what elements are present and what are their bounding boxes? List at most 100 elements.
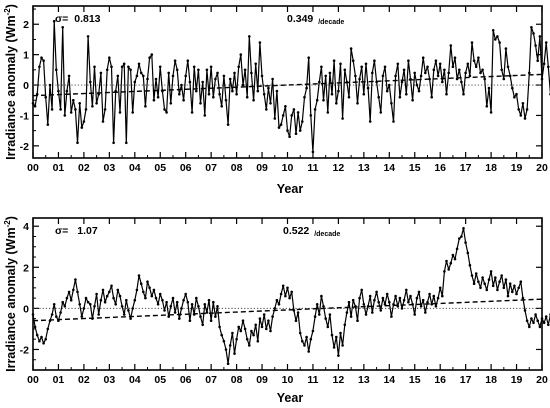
bottom-data-point [239,329,243,333]
top-data-point [332,59,336,62]
bottom-data-point [112,296,115,300]
bottom-data-point [311,329,315,333]
bottom-data-point [161,298,164,302]
top-data-point [35,92,39,96]
bottom-data-point [360,288,364,292]
top-data-point [131,111,134,114]
bottom-data-point [394,294,397,298]
top-data-point [474,65,478,69]
bottom-data-point [146,280,149,284]
top-x-tick-label: 11 [307,162,318,174]
bottom-data-point [74,278,77,281]
top-data-point [400,80,404,84]
bottom-data-point [472,282,476,286]
bottom-data-point [248,344,251,347]
bottom-data-point [368,294,372,298]
top-data-point [182,98,185,102]
bottom-data-point [377,300,381,304]
top-y-tick-label: -2 [20,141,29,153]
top-data-point [432,68,436,72]
top-data-point [294,132,298,135]
bottom-data-point [324,317,328,320]
top-x-tick-label: 05 [154,162,166,174]
top-data-point [455,77,459,81]
top-data-point [125,141,128,145]
bottom-data-point [135,288,139,292]
bottom-data-point [453,257,457,261]
top-data-point [318,80,321,84]
bottom-data-point [33,325,37,329]
bottom-x-tick-label: 18 [485,374,497,386]
top-data-point [360,65,364,69]
bottom-data-point [220,333,223,337]
bottom-data-point [235,337,238,341]
top-data-point [362,92,366,96]
top-data-point [445,92,448,96]
bottom-data-point [428,292,431,296]
bottom-data-point [449,261,453,265]
sigma-label-bottom: σ= 1.07 [55,225,98,237]
bottom-data-point [207,298,211,302]
bottom-data-point [500,274,504,277]
top-data-point [419,74,423,78]
top-data-point [195,89,198,93]
bottom-data-point [184,292,187,296]
bottom-y-tick-label: 2 [23,262,29,274]
bottom-x-tick-label: 01 [53,374,65,386]
top-data-point [129,68,132,72]
top-data-point [547,65,550,69]
top-data-point [483,77,487,81]
top-data-point [540,77,544,81]
bottom-data-point [364,313,368,316]
y-axis-title-bottom: Irradiance anomaly (Wm-2) [3,216,18,372]
top-data-point [250,71,253,75]
top-data-point [394,74,397,78]
bottom-data-point [171,296,175,300]
bottom-data-point [237,325,240,329]
bottom-data-point [78,303,81,306]
bottom-data-point [38,339,41,343]
top-data-point [245,95,249,99]
bottom-data-point [163,309,166,312]
bottom-data-point [67,290,71,294]
bottom-data-point [222,339,226,343]
top-data-point [101,120,105,123]
bottom-data-point [212,300,215,304]
bottom-x-tick-label: 06 [180,374,192,386]
top-x-tick-label: 16 [434,162,446,174]
bottom-data-point [341,344,344,347]
bottom-data-point [122,313,126,316]
bottom-data-point [458,237,461,240]
bottom-data-point [441,294,444,298]
bottom-data-point [455,247,459,251]
bottom-data-point [277,303,281,306]
top-data-point [31,102,35,105]
top-data-point [59,108,62,111]
top-data-point [248,35,251,38]
bottom-data-point [245,337,249,341]
bottom-data-point [496,288,499,292]
bottom-data-point [470,274,474,277]
bottom-data-point [199,315,202,318]
bottom-data-point [356,319,359,323]
top-data-point [165,111,168,114]
bottom-data-point [42,342,45,345]
top-data-point [309,114,313,117]
top-data-point [441,80,444,84]
bottom-data-point [224,348,228,351]
top-data-point [515,92,518,96]
top-data-point [146,77,149,81]
bottom-data-point [489,270,493,273]
bottom-data-point [332,346,336,349]
bottom-data-point [354,305,357,308]
top-data-point [38,65,41,69]
bottom-data-point [345,311,349,314]
bottom-data-point [156,303,160,306]
bottom-x-tick-label: 12 [333,374,345,386]
bottom-x-tick-label: 16 [434,374,446,386]
bottom-data-point [275,298,279,302]
top-data-point [311,150,315,154]
top-x-tick-label: 20 [536,162,548,174]
top-x-tick-label: 04 [129,162,141,174]
top-data-point [173,59,177,62]
